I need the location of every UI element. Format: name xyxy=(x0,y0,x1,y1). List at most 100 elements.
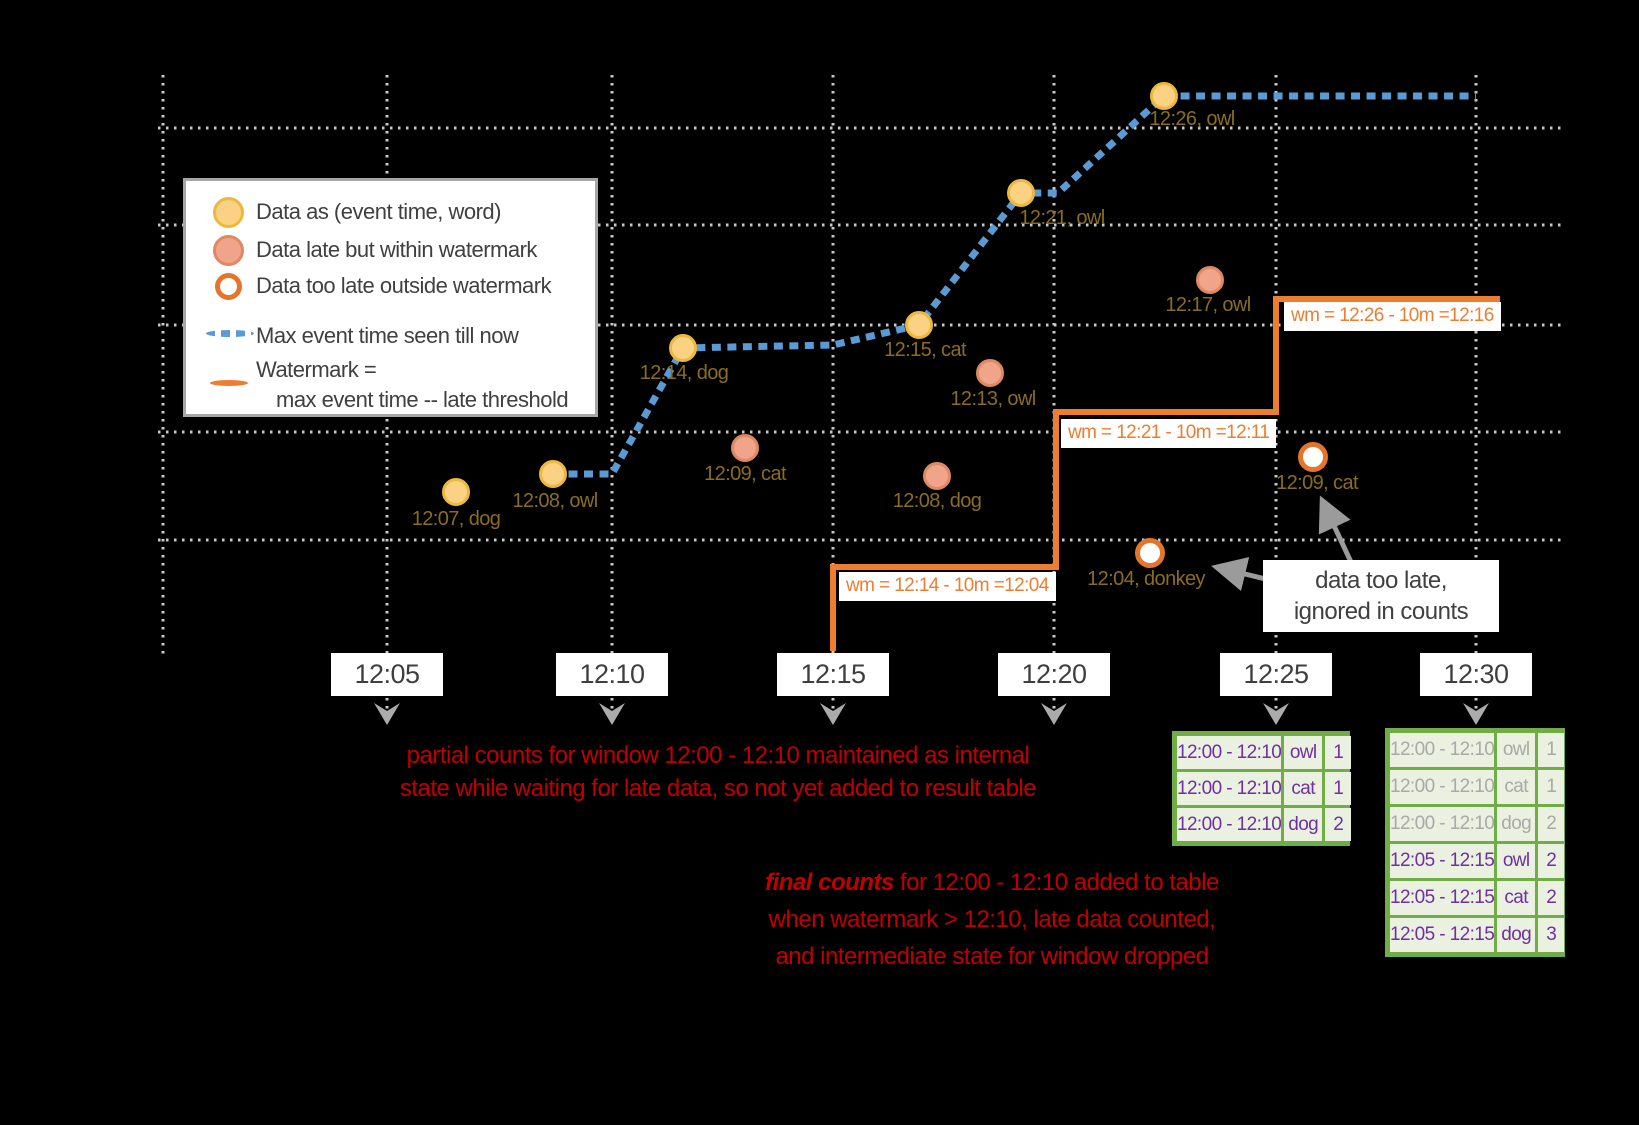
count-cell: 2 xyxy=(1538,807,1565,841)
word-cell: owl xyxy=(1497,733,1536,767)
too-late-callout-line2: ignored in counts xyxy=(1293,598,1469,625)
table-row: 12:00 - 12:10 owl 1 xyxy=(1390,733,1565,767)
too-late-callout: data too late, ignored in counts xyxy=(1263,560,1499,632)
window-cell: 12:00 - 12:10 xyxy=(1177,736,1282,769)
window-cell: 12:00 - 12:10 xyxy=(1177,808,1282,841)
partial-counts-line1: partial counts for window 12:00 - 12:10 … xyxy=(406,742,1030,769)
word-cell: dog xyxy=(1284,808,1323,841)
on-time-dot-icon xyxy=(213,197,244,228)
final-counts-line2: when watermark > 12:10, late data counte… xyxy=(768,906,1216,933)
on-time-points xyxy=(442,82,1178,506)
point-label: 12:26, owl xyxy=(1149,108,1235,130)
legend-item-watermark-2: max event time -- late threshold xyxy=(276,387,569,412)
final-counts-emphasis: final counts xyxy=(765,869,894,896)
tick-12-30: 12:30 xyxy=(1420,653,1532,696)
too-late-circle-icon xyxy=(215,273,242,300)
count-cell: 2 xyxy=(1538,881,1565,915)
window-cell: 12:00 - 12:10 xyxy=(1390,807,1495,841)
word-cell: cat xyxy=(1284,772,1323,805)
tick-12-15: 12:15 xyxy=(777,653,889,696)
table-row: 12:00 - 12:10 dog 2 xyxy=(1390,807,1565,841)
point-label: 12:21, owl xyxy=(1019,207,1105,229)
count-cell: 2 xyxy=(1325,808,1352,841)
legend: Data as (event time, word) Data late but… xyxy=(183,178,598,417)
table-row: 12:05 - 12:15 dog 3 xyxy=(1390,918,1565,952)
point-label: 12:08, owl xyxy=(512,490,598,512)
point-label: 12:07, dog xyxy=(411,508,501,530)
count-cell: 1 xyxy=(1325,736,1352,769)
late-dot-icon xyxy=(213,235,244,266)
window-cell: 12:00 - 12:10 xyxy=(1390,770,1495,804)
late-point xyxy=(923,462,951,490)
table-row: 12:00 - 12:10 cat 1 xyxy=(1177,772,1352,805)
word-cell: dog xyxy=(1497,918,1536,952)
final-counts-note: final counts for 12:00 - 12:10 added to … xyxy=(765,864,1219,975)
on-time-point xyxy=(539,460,567,488)
legend-item-watermark-1: Watermark = xyxy=(256,357,377,382)
point-label: 12:17, owl xyxy=(1165,294,1251,316)
point-label: 12:04, donkey xyxy=(1087,568,1205,590)
point-label: 12:15, cat xyxy=(884,339,966,361)
count-cell: 1 xyxy=(1538,733,1565,767)
window-cell: 12:00 - 12:10 xyxy=(1177,772,1282,805)
legend-item-too-late: Data too late outside watermark xyxy=(256,273,552,298)
watermark-line-icon xyxy=(210,380,248,386)
final-counts-line3: and intermediate state for window droppe… xyxy=(775,943,1209,970)
count-cell: 3 xyxy=(1538,918,1565,952)
late-point xyxy=(1196,266,1224,294)
partial-counts-note: partial counts for window 12:00 - 12:10 … xyxy=(399,739,1037,805)
legend-item-on-time: Data as (event time, word) xyxy=(256,199,501,224)
count-cell: 2 xyxy=(1538,844,1565,878)
on-time-point xyxy=(1150,82,1178,110)
word-cell: dog xyxy=(1497,807,1536,841)
word-cell: owl xyxy=(1497,844,1536,878)
too-late-point xyxy=(1298,442,1328,472)
point-label: 12:08, dog xyxy=(892,490,982,512)
tick-12-10: 12:10 xyxy=(556,653,668,696)
legend-item-max-event: Max event time seen till now xyxy=(256,323,519,348)
point-label: 12:09, cat xyxy=(704,463,786,485)
point-label: 12:13, owl xyxy=(950,388,1036,410)
tick-12-05: 12:05 xyxy=(331,653,443,696)
tick-12-25: 12:25 xyxy=(1220,653,1332,696)
word-cell: cat xyxy=(1497,770,1536,804)
count-cell: 1 xyxy=(1325,772,1352,805)
watermark-value-label: wm = 12:21 - 10m =12:11 xyxy=(1061,419,1277,448)
table-row: 12:00 - 12:10 dog 2 xyxy=(1177,808,1352,841)
on-time-point xyxy=(669,334,697,362)
arrow-to-too-late-cat xyxy=(1318,495,1354,564)
final-counts-line1-rest: for 12:00 - 12:10 added to table xyxy=(893,869,1219,896)
word-cell: cat xyxy=(1497,881,1536,915)
legend-item-late: Data late but within watermark xyxy=(256,237,537,262)
table-row: 12:05 - 12:15 owl 2 xyxy=(1390,844,1565,878)
too-late-points xyxy=(1135,442,1328,568)
point-label: 12:14, dog xyxy=(639,362,729,384)
tick-12-20: 12:20 xyxy=(998,653,1110,696)
window-cell: 12:05 - 12:15 xyxy=(1390,844,1495,878)
result-table-12-25: 12:00 - 12:10 owl 1 12:00 - 12:10 cat 1 … xyxy=(1172,731,1352,846)
window-cell: 12:00 - 12:10 xyxy=(1390,733,1495,767)
point-label: 12:09, cat xyxy=(1276,472,1358,494)
watermark-line xyxy=(830,296,1500,651)
on-time-point xyxy=(1007,179,1035,207)
late-point xyxy=(976,359,1004,387)
word-cell: owl xyxy=(1284,736,1323,769)
final-counts-line1: final counts for 12:00 - 12:10 added to … xyxy=(765,864,1219,901)
table-row: 12:05 - 12:15 cat 2 xyxy=(1390,881,1565,915)
too-late-point xyxy=(1135,538,1165,568)
table-row: 12:00 - 12:10 owl 1 xyxy=(1177,736,1352,769)
partial-counts-line2: state while waiting for late data, so no… xyxy=(399,775,1037,802)
window-cell: 12:05 - 12:15 xyxy=(1390,881,1495,915)
tick-arrowheads xyxy=(374,703,1489,725)
count-cell: 1 xyxy=(1538,770,1565,804)
watermark-value-label: wm = 12:26 - 10m =12:16 xyxy=(1284,302,1501,331)
watermark-value-label: wm = 12:14 - 10m =12:04 xyxy=(839,572,1056,601)
late-point xyxy=(731,434,759,462)
on-time-point xyxy=(442,478,470,506)
late-points xyxy=(731,266,1224,490)
too-late-callout-line1: data too late, xyxy=(1315,567,1447,594)
on-time-point xyxy=(905,311,933,339)
table-row: 12:00 - 12:10 cat 1 xyxy=(1390,770,1565,804)
